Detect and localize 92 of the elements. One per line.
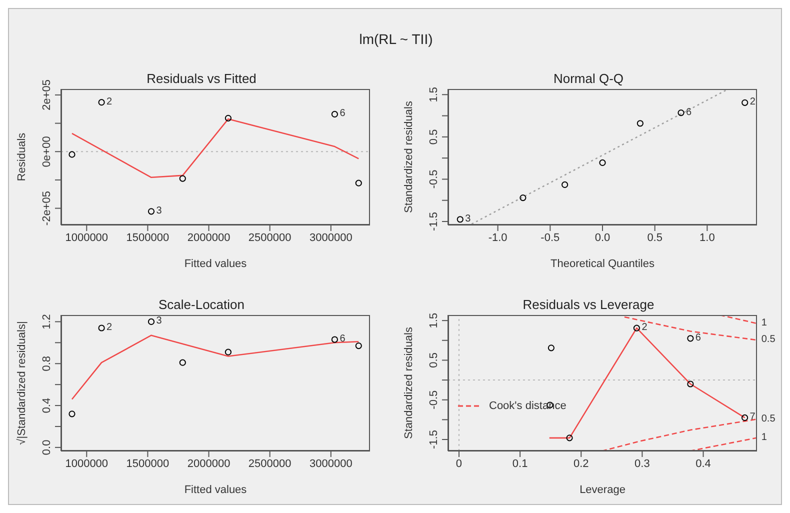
annotation: 3 — [465, 213, 472, 224]
x-tick-label: 0.3 — [634, 458, 650, 470]
y-tick-label: 0.8 — [41, 356, 53, 372]
point — [678, 110, 684, 116]
point — [520, 194, 526, 202]
y-tick-label: 0e+00 — [41, 136, 53, 168]
point — [636, 120, 644, 127]
chart-title: Residuals vs Leverage — [522, 297, 656, 312]
point — [331, 110, 338, 118]
x-tick-label: 1500000 — [126, 458, 170, 470]
chart-title: Residuals vs Fitted — [146, 71, 256, 86]
point — [224, 348, 232, 356]
annotation: 2 — [106, 96, 113, 108]
y-tick-label: -0.5 — [428, 390, 440, 410]
point — [98, 99, 105, 106]
point — [355, 342, 362, 350]
annotation: 1 — [761, 432, 768, 443]
point — [548, 344, 555, 352]
point — [687, 380, 694, 388]
legend-label: Cook's distance — [489, 400, 566, 412]
annotation: 2 — [106, 322, 113, 333]
y-tick-label: 2e+05 — [41, 79, 53, 110]
annotation: 0.5 — [761, 334, 776, 345]
y-tick-label: -2e+05 — [41, 191, 53, 226]
x-tick-label: 2000000 — [187, 458, 230, 470]
point — [68, 151, 76, 158]
point — [98, 324, 105, 332]
y-axis-title: √|Standardized residuals| — [16, 321, 28, 445]
point — [68, 410, 76, 418]
y-tick-label: -1.5 — [428, 212, 440, 231]
line-series — [601, 418, 757, 451]
x-tick-label: -0.5 — [540, 232, 560, 244]
point — [599, 159, 606, 166]
y-tick-label: 1.5 — [428, 86, 440, 102]
point — [179, 175, 186, 182]
y-axis-title: Standardized residuals — [402, 326, 415, 439]
x-tick-label: 3000000 — [310, 232, 352, 244]
y-axis-title: Standardized residuals — [402, 100, 415, 213]
x-tick-label: -1.0 — [488, 232, 508, 244]
point — [456, 216, 464, 223]
point — [179, 359, 186, 366]
annotation: 0.5 — [761, 413, 776, 424]
y-tick-label: 0.0 — [41, 440, 53, 456]
x-tick-label: 2500000 — [248, 458, 292, 470]
annotation: 3 — [156, 316, 162, 327]
y-tick-label: 0.4 — [41, 398, 53, 414]
x-axis-title: Theoretical Quantiles — [550, 258, 655, 270]
annotation: 7 — [750, 412, 756, 423]
y-tick-label: -1.5 — [428, 430, 440, 449]
x-tick-label: 0.4 — [696, 458, 711, 470]
point — [566, 434, 573, 442]
chart-title: Normal Q-Q — [552, 71, 625, 86]
point — [331, 336, 338, 343]
x-tick-label: 1500000 — [126, 232, 170, 244]
x-tick-label: 0 — [456, 458, 462, 470]
y-tick-label: 1.5 — [428, 312, 440, 328]
chart-title: Scale-Location — [158, 297, 246, 312]
annotation: 3 — [156, 205, 162, 216]
annotation: 6 — [686, 106, 692, 118]
annotation: 6 — [695, 332, 702, 344]
text: lm(RL ~ TII) — [358, 31, 434, 47]
x-axis-title: Fitted values — [184, 484, 248, 496]
point — [741, 414, 748, 421]
x-axis-title: Fitted values — [184, 258, 248, 270]
x-tick-label: 0.5 — [647, 232, 662, 244]
x-tick-label: 1.0 — [700, 232, 715, 244]
x-tick-label: 0.2 — [573, 458, 589, 470]
x-tick-label: 3000000 — [310, 458, 352, 470]
x-tick-label: 2500000 — [248, 232, 292, 244]
y-axis-title: Residuals — [16, 132, 28, 182]
y-tick-label: 1.2 — [41, 314, 53, 330]
x-tick-label: 0.0 — [594, 232, 610, 244]
annotation: 6 — [340, 108, 346, 120]
x-axis-title: Leverage — [580, 484, 626, 496]
point — [633, 324, 640, 332]
x-tick-label: 0.1 — [512, 458, 528, 470]
point — [148, 208, 155, 215]
point — [562, 181, 568, 188]
y-tick-label: -0.5 — [428, 170, 440, 189]
x-tick-label: 1000000 — [65, 232, 108, 244]
x-tick-label: 1000000 — [65, 458, 108, 470]
y-tick-label: 0.5 — [428, 129, 440, 145]
point — [355, 180, 362, 186]
annotation: 1 — [761, 317, 768, 328]
x-tick-label: 2000000 — [187, 232, 230, 244]
point — [148, 318, 155, 326]
annotation: 2 — [642, 322, 648, 334]
point — [687, 335, 694, 342]
point — [224, 114, 232, 122]
annotation: 2 — [750, 96, 756, 108]
point — [742, 99, 748, 106]
y-tick-label: 0.5 — [428, 352, 440, 368]
